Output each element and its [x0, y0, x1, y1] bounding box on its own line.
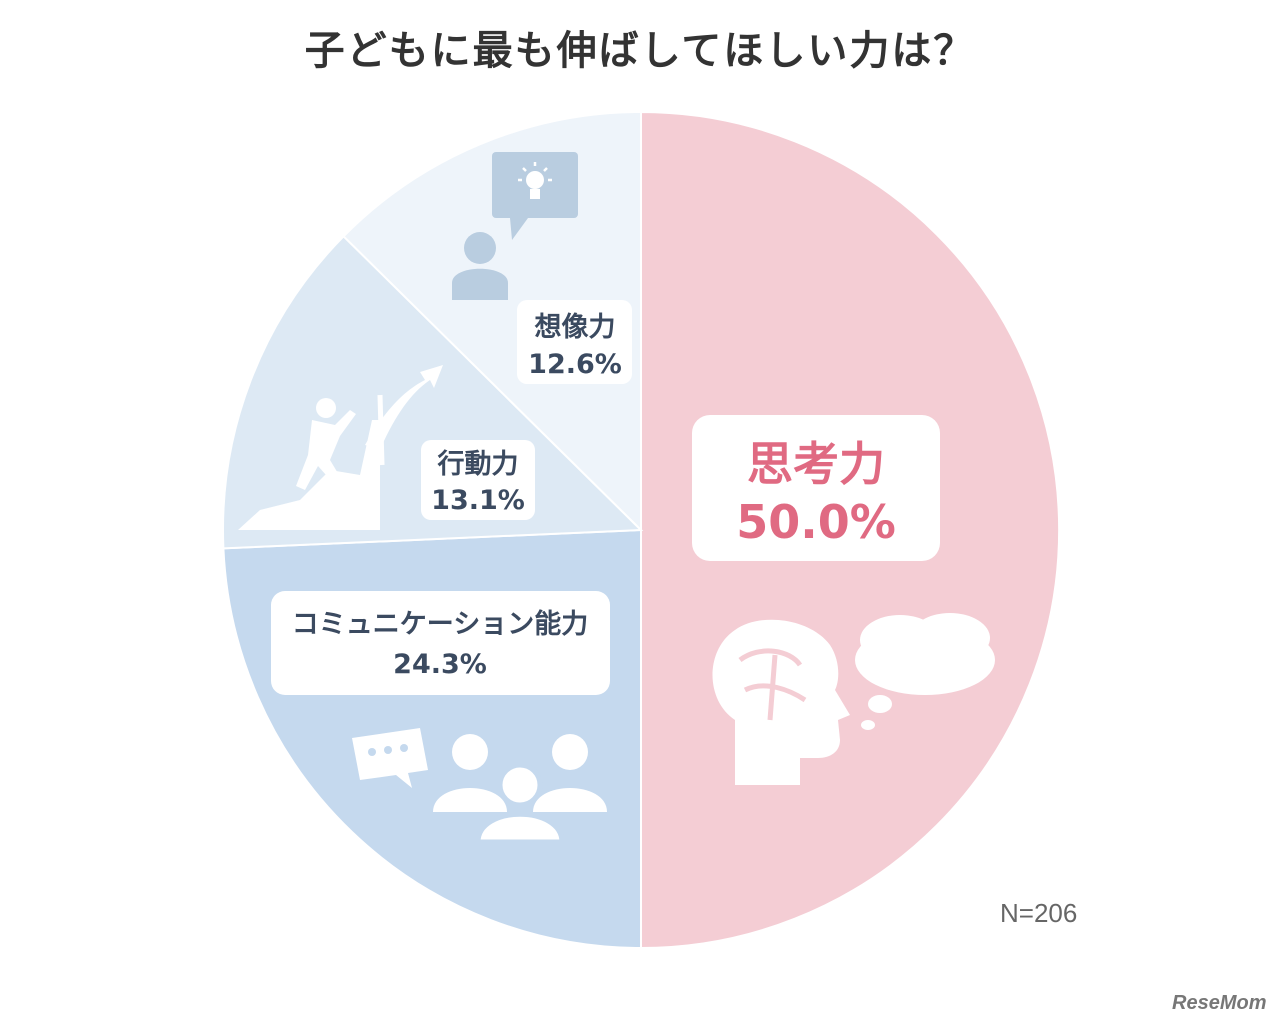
label-thinking-value: 50.0% — [736, 495, 896, 549]
group-chat-icon — [352, 728, 607, 845]
label-communication-value: 24.3% — [393, 649, 487, 680]
label-communication-name: コミュニケーション能力 — [292, 608, 588, 640]
label-imagination-name: 想像力 — [535, 312, 616, 343]
chart-title: 子どもに最も伸ばしてほしい力は？ — [304, 28, 976, 74]
label-thinking: 思考力 50.0% — [692, 415, 940, 561]
label-imagination: 想像力 12.6% — [517, 300, 632, 384]
label-action-value: 13.1% — [431, 485, 525, 516]
sample-size-note: N=206 — [1000, 898, 1078, 928]
label-communication: コミュニケーション能力 24.3% — [271, 591, 610, 695]
label-action-name: 行動力 — [437, 448, 519, 480]
label-imagination-value: 12.6% — [528, 349, 622, 380]
brain-thought-icon — [712, 613, 995, 785]
label-action: 行動力 13.1% — [421, 440, 535, 520]
climber-arrow-icon — [238, 365, 443, 530]
brand-logo: ReseMom — [1172, 992, 1267, 1014]
label-thinking-name: 思考力 — [747, 437, 885, 491]
person-idea-icon — [452, 152, 578, 300]
